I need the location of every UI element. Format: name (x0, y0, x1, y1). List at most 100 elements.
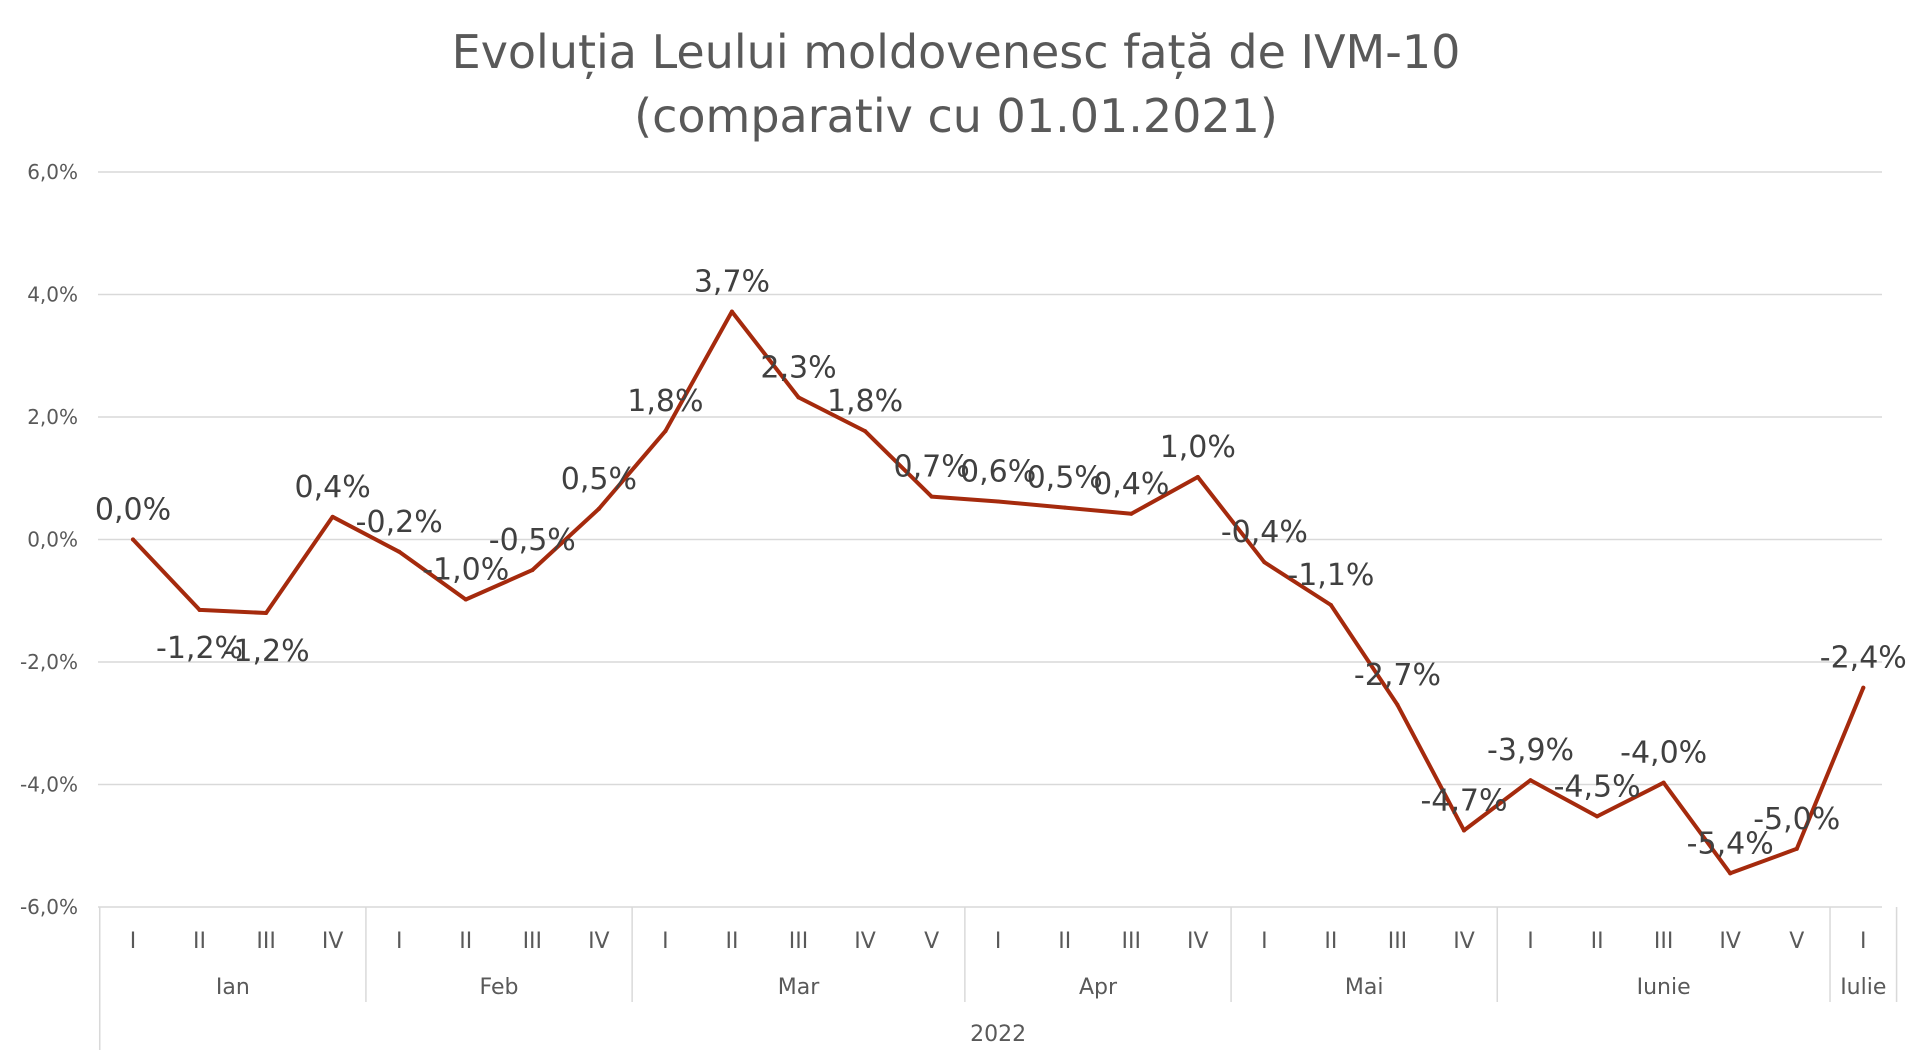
data-point (463, 597, 468, 602)
data-label: -2,4% (1820, 641, 1907, 676)
year-label: 2022 (970, 1022, 1026, 1047)
y-tick-label: -6,0% (20, 895, 78, 919)
data-point (796, 395, 801, 400)
data-point (929, 494, 934, 499)
month-label: Iulie (1840, 975, 1886, 1000)
data-label: -1,0% (422, 553, 509, 588)
week-tick-label: I (995, 929, 1002, 954)
month-label: Apr (1079, 975, 1118, 1000)
data-point (1462, 828, 1466, 833)
week-tick-label: I (1261, 929, 1268, 954)
gridlines (98, 171, 1882, 908)
data-point (1262, 560, 1267, 565)
week-tick-label: II (1591, 929, 1604, 954)
month-label: Iunie (1637, 975, 1691, 1000)
week-tick-label: I (396, 929, 403, 954)
y-axis-ticks: 6,0% 4,0% 2,0% 0,0% -2,0% -4,0% -6,0% (20, 160, 78, 919)
data-label: -1,2% (223, 634, 310, 669)
week-tick-label: V (924, 929, 939, 954)
week-tick-label: III (1654, 929, 1673, 954)
week-tick-label: V (1789, 929, 1804, 954)
data-point (1195, 475, 1200, 480)
data-label: -4,5% (1554, 769, 1641, 804)
data-label: 2,3% (760, 350, 836, 385)
data-point (863, 429, 868, 434)
data-point (1861, 685, 1866, 690)
data-label: 3,7% (694, 265, 770, 300)
y-tick-label: 2,0% (27, 405, 78, 429)
data-label: 0,5% (561, 462, 637, 497)
data-point (330, 514, 335, 519)
data-point (1661, 780, 1666, 785)
data-label: -1,2% (156, 631, 243, 666)
week-tick-label: II (193, 929, 206, 954)
data-label: -1,1% (1287, 558, 1374, 593)
data-label: -0,5% (489, 523, 576, 558)
data-point (131, 537, 135, 542)
data-label: -4,7% (1420, 783, 1507, 818)
week-tick-label: I (1527, 929, 1534, 954)
data-label: -0,2% (356, 505, 443, 540)
chart-title-line-1: Evoluția Leului moldovenesc față de IVM-… (452, 25, 1461, 80)
data-label: 0,0% (95, 493, 171, 528)
week-tick-label: II (1324, 929, 1337, 954)
week-tick-label: I (130, 929, 137, 954)
week-tick-label: IV (1453, 929, 1475, 954)
data-label: 1,8% (627, 384, 703, 419)
data-label: 0,4% (1093, 467, 1169, 502)
week-tick-label: IV (588, 929, 610, 954)
data-point (1395, 702, 1400, 707)
data-point (264, 611, 269, 615)
y-tick-label: 4,0% (27, 283, 78, 307)
week-tick-label: III (523, 929, 542, 954)
data-point (1129, 511, 1134, 516)
week-tick-label: I (662, 929, 669, 954)
y-tick-label: 0,0% (27, 528, 78, 552)
data-label: -5,0% (1753, 802, 1840, 837)
week-tick-label: II (725, 929, 738, 954)
data-point (996, 499, 1001, 504)
data-point (1595, 814, 1600, 819)
week-tick-label: IV (1719, 929, 1741, 954)
y-tick-label: -4,0% (20, 773, 78, 797)
week-tick-label: IV (322, 929, 344, 954)
week-tick-label: IV (1187, 929, 1209, 954)
data-label: -5,4% (1687, 826, 1774, 861)
data-point (596, 506, 601, 511)
month-label: Mar (778, 975, 820, 1000)
data-label: 0,6% (960, 455, 1036, 490)
data-label: 0,5% (1027, 461, 1103, 496)
month-label: Feb (480, 975, 519, 1000)
data-labels: 0,0% -1,2%-1,2% 0,4% -0,2% -1,0%-0,5% 0,5% 1,8… (95, 265, 1907, 862)
week-tick-label: II (1058, 929, 1071, 954)
data-point (663, 429, 668, 434)
y-tick-label: -2,0% (20, 650, 78, 674)
series-line-group (131, 309, 1866, 876)
data-point (1328, 603, 1333, 608)
data-label: -4,0% (1620, 736, 1707, 771)
data-point (197, 607, 202, 612)
data-point (530, 568, 535, 573)
y-tick-label: 6,0% (27, 160, 78, 184)
data-label: 1,8% (827, 384, 903, 419)
week-tick-label: III (1388, 929, 1407, 954)
data-point (397, 549, 402, 554)
week-tick-label: IV (854, 929, 876, 954)
data-point (729, 309, 734, 314)
week-tick-label: III (1122, 929, 1141, 954)
week-tick-label: III (256, 929, 275, 954)
week-tick-label: II (459, 929, 472, 954)
chart-title-line-2: (comparativ cu 01.01.2021) (634, 89, 1278, 143)
month-label: Ian (216, 975, 250, 1000)
week-tick-label: III (789, 929, 808, 954)
data-label: -3,9% (1487, 733, 1574, 768)
data-label: -0,4% (1221, 515, 1308, 550)
data-label: 0,7% (893, 450, 969, 485)
data-point (1062, 505, 1067, 510)
data-label: 1,0% (1160, 430, 1236, 465)
week-tick-label: I (1860, 929, 1867, 954)
data-label: -2,7% (1354, 658, 1441, 693)
